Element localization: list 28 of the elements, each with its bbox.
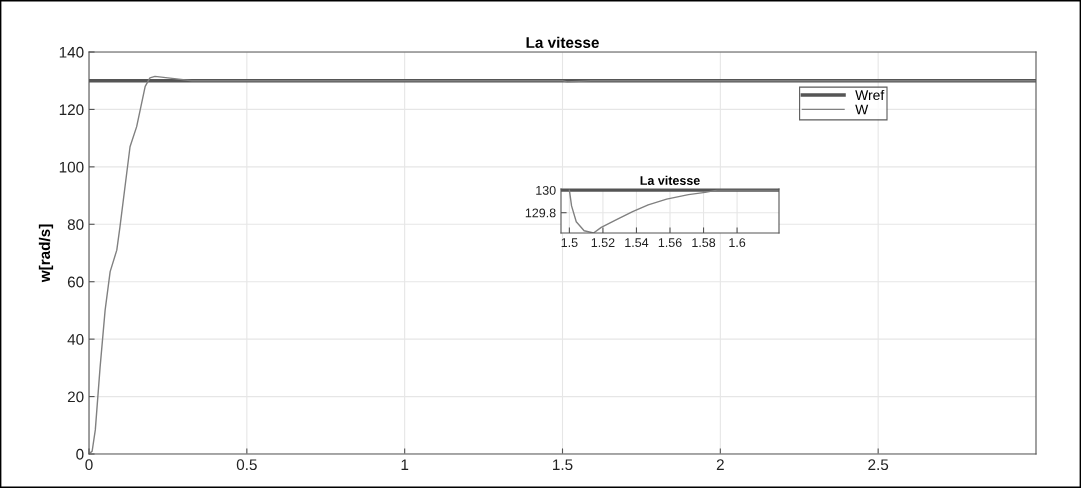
x-tick-label: 0.5 — [236, 459, 257, 471]
y-tick-label: 60 — [67, 276, 84, 288]
x-tick-label: 1.54 — [625, 238, 649, 248]
chart-title: La vitesse — [640, 175, 700, 185]
y-tick-label: 120 — [59, 104, 84, 116]
chart-title: La vitesse — [526, 36, 599, 48]
y-tick-label: 0 — [76, 448, 84, 460]
x-tick-label: 1 — [401, 459, 409, 470]
x-tick-label: 1.6 — [729, 238, 746, 248]
x-tick-label: 1.58 — [692, 238, 716, 248]
y-tick-label: 130 — [536, 185, 556, 195]
x-tick-label: 1.52 — [591, 238, 615, 248]
y-axis-title: w[rad/s] — [38, 224, 54, 283]
y-tick-label: 100 — [59, 161, 84, 173]
y-tick-label: 80 — [67, 219, 84, 230]
x-tick-label: 0 — [85, 459, 93, 471]
y-tick-label: 140 — [59, 46, 84, 58]
legend-label: Wref — [855, 89, 885, 101]
x-tick-label: 1.5 — [553, 459, 573, 471]
y-tick-label: 129.8 — [525, 208, 556, 218]
x-tick-label: 1.56 — [658, 238, 682, 248]
x-tick-label: 2 — [716, 459, 724, 470]
y-tick-label: 40 — [67, 334, 84, 345]
y-tick-label: 20 — [67, 391, 84, 403]
x-tick-label: 2.5 — [868, 459, 889, 471]
x-tick-label: 1.5 — [561, 238, 578, 248]
line-series — [568, 189, 779, 233]
legend-label: W — [855, 104, 869, 115]
